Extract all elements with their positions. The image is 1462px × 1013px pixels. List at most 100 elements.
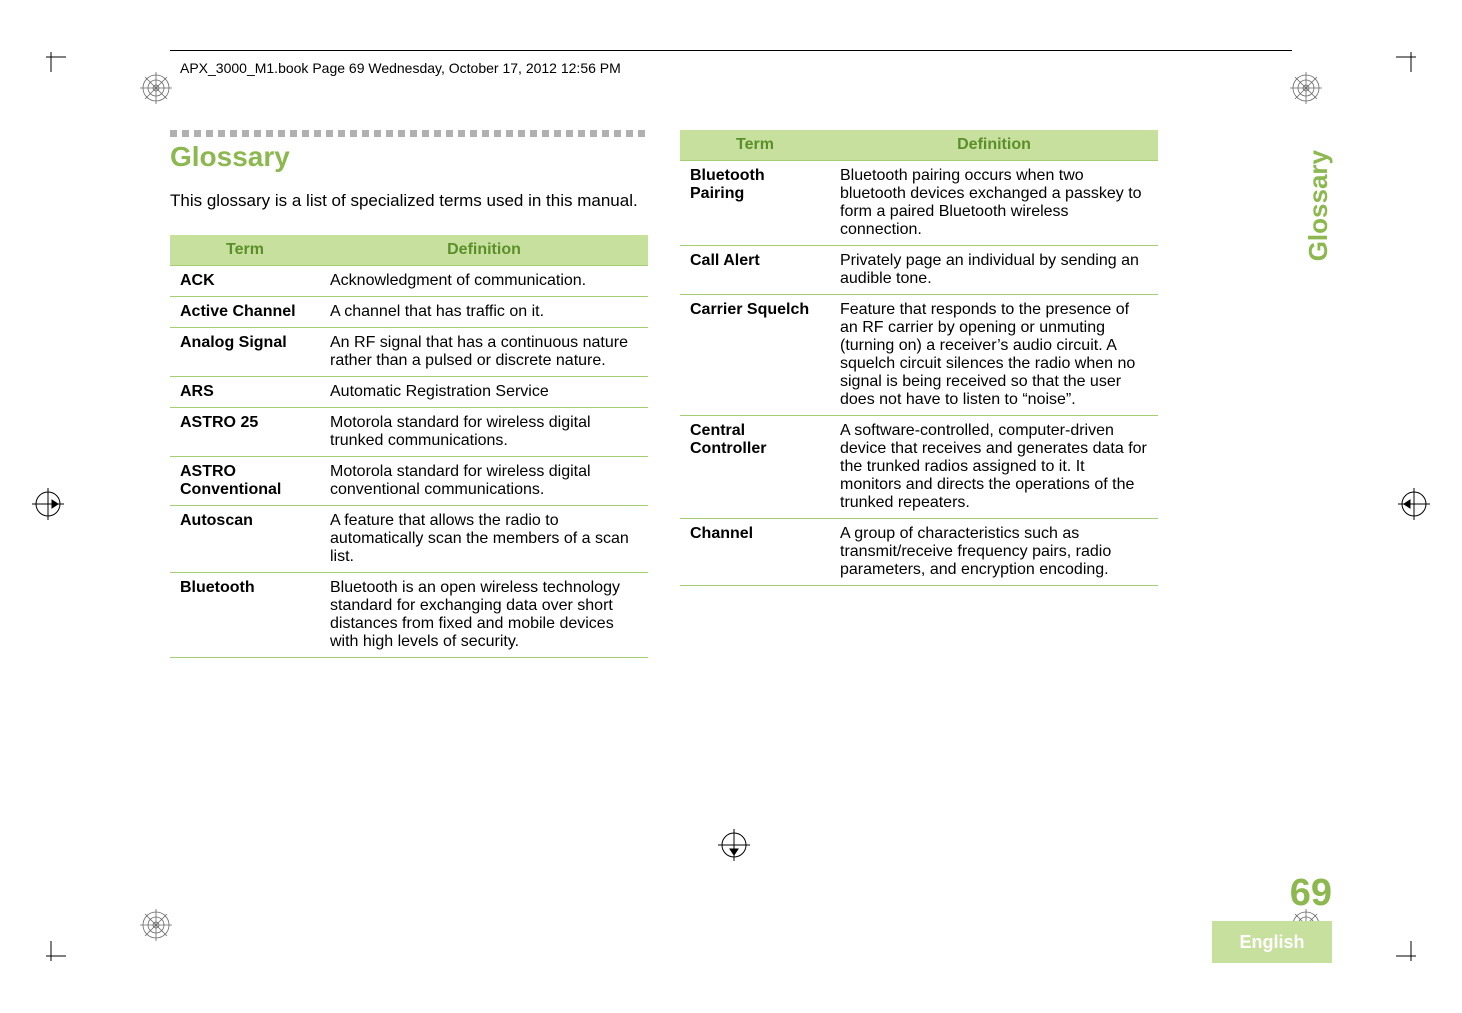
heading-dot — [590, 130, 597, 137]
heading-dot — [338, 130, 345, 137]
page-root: APX_3000_M1.book Page 69 Wednesday, Octo… — [0, 0, 1462, 1013]
table-header-term: Term — [170, 235, 320, 266]
section-heading: Glossary — [170, 141, 648, 173]
heading-dot — [290, 130, 297, 137]
term-cell: Carrier Squelch — [680, 295, 830, 416]
side-tab: Glossary — [1298, 150, 1338, 350]
heading-dot — [422, 130, 429, 137]
term-cell: Channel — [680, 519, 830, 586]
table-row: Analog SignalAn RF signal that has a con… — [170, 328, 648, 377]
table-row: ASTRO ConventionalMotorola standard for … — [170, 457, 648, 506]
table-row: Bluetooth PairingBluetooth pairing occur… — [680, 161, 1158, 246]
definition-cell: Privately page an individual by sending … — [830, 246, 1158, 295]
heading-dot — [386, 130, 393, 137]
term-cell: ASTRO Conventional — [170, 457, 320, 506]
table-header-row: Term Definition — [680, 130, 1158, 161]
crosshair-center-icon — [716, 827, 752, 863]
term-cell: Bluetooth Pairing — [680, 161, 830, 246]
heading-dot — [506, 130, 513, 137]
term-cell: ACK — [170, 266, 320, 297]
table-row: BluetoothBluetooth is an open wireless t… — [170, 573, 648, 658]
heading-dot — [194, 130, 201, 137]
registration-mark-icon — [1288, 70, 1324, 106]
table-row: AutoscanA feature that allows the radio … — [170, 506, 648, 573]
heading-dot — [530, 130, 537, 137]
heading-dot — [266, 130, 273, 137]
heading-dot — [278, 130, 285, 137]
definition-cell: A software-controlled, computer-driven d… — [830, 416, 1158, 519]
registration-mark-icon — [138, 907, 174, 943]
crop-mark-top-left — [36, 42, 66, 72]
heading-dot — [626, 130, 633, 137]
term-cell: Central Controller — [680, 416, 830, 519]
table-row: ACKAcknowledgment of communication. — [170, 266, 648, 297]
heading-dot — [494, 130, 501, 137]
definition-cell: Motorola standard for wireless digital c… — [320, 457, 648, 506]
heading-dot — [326, 130, 333, 137]
term-cell: ARS — [170, 377, 320, 408]
term-cell: Analog Signal — [170, 328, 320, 377]
running-header-rule — [170, 50, 1292, 51]
heading-dot — [302, 130, 309, 137]
term-cell: Bluetooth — [170, 573, 320, 658]
heading-dot — [206, 130, 213, 137]
heading-dot — [230, 130, 237, 137]
heading-dot — [254, 130, 261, 137]
heading-dot — [410, 130, 417, 137]
definition-cell: A group of characteristics such as trans… — [830, 519, 1158, 586]
term-cell: Autoscan — [170, 506, 320, 573]
registration-mark-icon — [138, 70, 174, 106]
heading-dot — [374, 130, 381, 137]
right-column: Term Definition Bluetooth PairingBluetoo… — [680, 130, 1158, 586]
page-number: 69 — [1212, 872, 1332, 915]
heading-dot — [482, 130, 489, 137]
table-row: ASTRO 25Motorola standard for wireless d… — [170, 408, 648, 457]
heading-dot — [398, 130, 405, 137]
crop-mark-bottom-left — [36, 941, 66, 971]
running-header: APX_3000_M1.book Page 69 Wednesday, Octo… — [180, 60, 621, 76]
definition-cell: Acknowledgment of communication. — [320, 266, 648, 297]
term-cell: Call Alert — [680, 246, 830, 295]
heading-dot — [182, 130, 189, 137]
table-row: Active ChannelA channel that has traffic… — [170, 297, 648, 328]
heading-dot — [242, 130, 249, 137]
term-cell: Active Channel — [170, 297, 320, 328]
heading-dot — [602, 130, 609, 137]
definition-cell: Bluetooth is an open wireless technology… — [320, 573, 648, 658]
table-row: Call AlertPrivately page an individual b… — [680, 246, 1158, 295]
definition-cell: A channel that has traffic on it. — [320, 297, 648, 328]
definition-cell: An RF signal that has a continuous natur… — [320, 328, 648, 377]
glossary-table-right: Term Definition Bluetooth PairingBluetoo… — [680, 130, 1158, 586]
heading-dot — [566, 130, 573, 137]
heading-dot — [638, 130, 645, 137]
heading-dot — [446, 130, 453, 137]
table-row: ARSAutomatic Registration Service — [170, 377, 648, 408]
crop-mark-top-right — [1396, 42, 1426, 72]
table-header-term: Term — [680, 130, 830, 161]
crop-mark-bottom-right — [1396, 941, 1426, 971]
heading-dot — [362, 130, 369, 137]
table-header-row: Term Definition — [170, 235, 648, 266]
crosshair-left-icon — [30, 486, 66, 522]
definition-cell: Bluetooth pairing occurs when two blueto… — [830, 161, 1158, 246]
definition-cell: Feature that responds to the presence of… — [830, 295, 1158, 416]
definition-cell: Automatic Registration Service — [320, 377, 648, 408]
language-box: English — [1212, 921, 1332, 963]
heading-dot — [170, 130, 177, 137]
table-row: Central ControllerA software-controlled,… — [680, 416, 1158, 519]
heading-dot — [542, 130, 549, 137]
table-row: Carrier SquelchFeature that responds to … — [680, 295, 1158, 416]
crosshair-right-icon — [1396, 486, 1432, 522]
side-tab-label: Glossary — [1303, 150, 1334, 261]
heading-dot — [350, 130, 357, 137]
heading-dot — [470, 130, 477, 137]
heading-dot — [578, 130, 585, 137]
heading-dot — [314, 130, 321, 137]
table-row: ChannelA group of characteristics such a… — [680, 519, 1158, 586]
heading-dots — [170, 130, 648, 137]
page-footer: 69 English — [1212, 872, 1332, 963]
glossary-table-left: Term Definition ACKAcknowledgment of com… — [170, 235, 648, 658]
heading-dot — [218, 130, 225, 137]
term-cell: ASTRO 25 — [170, 408, 320, 457]
intro-text: This glossary is a list of specialized t… — [170, 191, 648, 211]
